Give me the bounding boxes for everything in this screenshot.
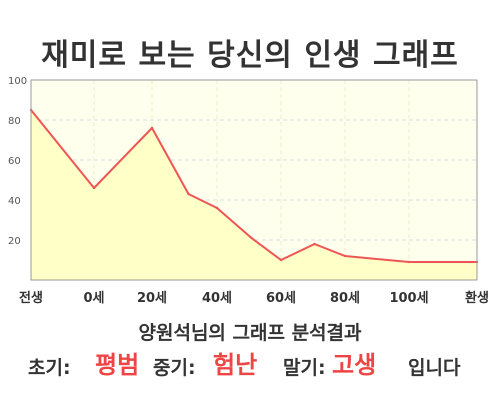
y-tick-label: 80 [8, 116, 21, 127]
x-tick-label: 0세 [83, 291, 104, 306]
data-point [313, 242, 316, 246]
y-tick-label: 20 [8, 236, 21, 247]
y-tick-label: 100 [8, 76, 27, 87]
middle-stage-label: 중기: [153, 357, 196, 379]
early-stage-value: 평범 [95, 351, 140, 379]
data-point [215, 206, 219, 210]
x-tick-label: 100세 [389, 291, 428, 306]
life-graph-chart: 20 40 60 80 100 전생 0세 20세 40세 60세 80세 100세 환생 [8, 76, 489, 306]
x-tick-label: 20세 [137, 291, 167, 306]
x-tick-label: 전생 [19, 290, 43, 306]
series-area [31, 110, 477, 280]
middle-stage-value: 험난 [213, 351, 258, 379]
x-tick-label: 40세 [202, 291, 232, 306]
plot-frame [30, 79, 478, 281]
chart-title: 재미로 보는 당신의 인생 그래프 [41, 38, 459, 73]
x-tick-label: 환생 [465, 290, 489, 306]
x-tick-label: 60세 [266, 291, 296, 306]
analysis-summary: 양원석님의 그래프 분석결과 [138, 322, 362, 344]
result-ending: 입니다 [408, 357, 461, 379]
late-stage-value: 고생 [332, 351, 377, 379]
early-stage-label: 초기: [28, 357, 71, 379]
data-point [150, 126, 154, 130]
y-tick-label: 40 [8, 196, 21, 207]
data-point [187, 192, 190, 196]
y-tick-label: 60 [8, 156, 21, 167]
x-tick-label: 80세 [330, 291, 360, 306]
data-point [279, 258, 283, 262]
data-point [92, 186, 96, 190]
data-point [250, 236, 253, 240]
late-stage-label: 말기: [283, 357, 326, 379]
data-point [407, 260, 411, 264]
analysis-result: 초기: 평범 중기: 험난 말기: 고생 입니다 [0, 346, 500, 380]
data-point [343, 254, 347, 258]
